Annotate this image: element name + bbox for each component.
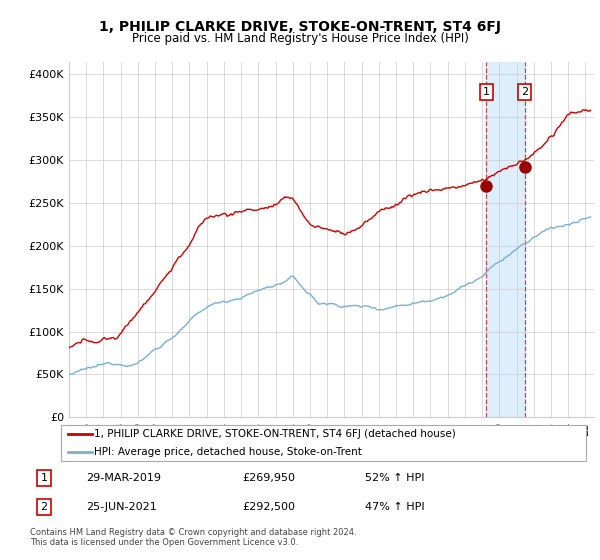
- Text: £269,950: £269,950: [242, 473, 295, 483]
- Text: 1: 1: [483, 87, 490, 97]
- FancyBboxPatch shape: [61, 425, 586, 461]
- Text: 1, PHILIP CLARKE DRIVE, STOKE-ON-TRENT, ST4 6FJ: 1, PHILIP CLARKE DRIVE, STOKE-ON-TRENT, …: [99, 20, 501, 34]
- Text: 1, PHILIP CLARKE DRIVE, STOKE-ON-TRENT, ST4 6FJ (detached house): 1, PHILIP CLARKE DRIVE, STOKE-ON-TRENT, …: [94, 429, 456, 439]
- Text: Contains HM Land Registry data © Crown copyright and database right 2024.
This d: Contains HM Land Registry data © Crown c…: [30, 528, 356, 547]
- Text: 2: 2: [40, 502, 47, 512]
- Text: 2: 2: [521, 87, 529, 97]
- Text: 52% ↑ HPI: 52% ↑ HPI: [365, 473, 424, 483]
- Text: 1: 1: [40, 473, 47, 483]
- Bar: [486, 62, 525, 417]
- Text: 47% ↑ HPI: 47% ↑ HPI: [365, 502, 424, 512]
- Text: 29-MAR-2019: 29-MAR-2019: [86, 473, 161, 483]
- Text: HPI: Average price, detached house, Stoke-on-Trent: HPI: Average price, detached house, Stok…: [94, 447, 362, 457]
- Text: £292,500: £292,500: [242, 502, 295, 512]
- Text: Price paid vs. HM Land Registry's House Price Index (HPI): Price paid vs. HM Land Registry's House …: [131, 32, 469, 45]
- Text: 25-JUN-2021: 25-JUN-2021: [86, 502, 157, 512]
